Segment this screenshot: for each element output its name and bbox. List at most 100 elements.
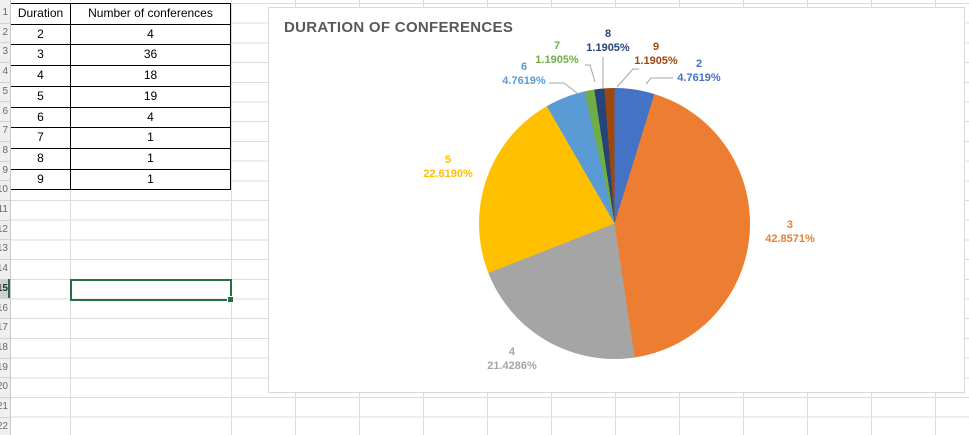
data-label[interactable]: 9 1.1905% [634,40,677,68]
row-number: 12 [0,223,8,235]
data-label-percentage: 1.1905% [634,55,678,67]
row-number: 9 [2,164,8,176]
data-label[interactable]: 3 42.8571% [765,218,815,246]
data-label-category: 6 [520,61,528,73]
row-number: 1 [2,7,8,18]
chart-title[interactable]: DURATION OF CONFERENCES [284,19,514,36]
data-label[interactable]: 7 1.1905% [535,39,578,67]
data-label[interactable]: 5 22.6190% [423,153,473,181]
row-header[interactable]: 1 [0,3,10,24]
row-number: 22 [0,420,8,432]
data-label[interactable]: 6 4.7619% [502,60,545,88]
table-row: 3 36 [10,44,231,67]
row-number: 17 [0,322,8,334]
data-label[interactable]: 2 4.7619% [677,57,720,85]
table-row: 5 19 [10,85,231,108]
row-header[interactable]: 8 [0,141,10,162]
cell[interactable]: 1 [70,147,231,170]
row-header[interactable]: 7 [0,121,10,142]
row-header[interactable]: 5 [0,82,10,103]
row-number: 8 [2,144,8,156]
cell[interactable]: 5 [10,85,71,108]
table-row: 4 18 [10,65,231,87]
row-number: 10 [0,184,8,196]
row-header[interactable]: 20 [0,377,10,398]
row-number: 13 [0,243,8,255]
row-header[interactable]: 13 [0,239,10,261]
cell[interactable]: 6 [10,106,71,129]
row-number: 21 [0,401,8,412]
row-header[interactable]: 16 [0,299,10,320]
column-header[interactable]: Duration [10,3,71,25]
chart-area[interactable]: DURATION OF CONFERENCES 2 4.7619% 3 42.8571… [268,7,965,393]
data-label-percentage: 1.1905% [535,54,579,66]
cell[interactable]: 3 [10,44,71,67]
data-label-category: 4 [508,346,516,358]
row-header[interactable]: 6 [0,102,10,123]
row-header[interactable]: 15 [0,278,10,300]
column-header[interactable]: Number of conferences [70,3,231,25]
row-header[interactable]: 14 [0,259,10,280]
row-number: 2 [2,26,8,38]
cell[interactable]: 8 [10,147,71,170]
row-header[interactable]: 2 [0,23,10,44]
row-header[interactable]: 12 [0,220,10,241]
row-header[interactable]: 17 [0,318,10,339]
data-label[interactable]: 4 21.4286% [487,345,537,373]
cell[interactable]: 4 [70,106,231,129]
row-header[interactable]: 19 [0,358,10,379]
data-label-percentage: 4.7619% [502,75,546,87]
row-number: 7 [2,125,8,137]
selected-row-indicator [8,278,10,299]
row-header[interactable]: 21 [0,397,10,418]
cell[interactable]: 18 [70,65,231,87]
row-header[interactable]: 4 [0,62,10,83]
row-header[interactable]: 9 [0,161,10,182]
row-number: 5 [2,85,8,97]
fill-handle[interactable] [227,296,234,303]
cell[interactable]: 4 [10,65,71,87]
row-number: 6 [2,105,8,117]
cell[interactable]: 36 [70,44,231,67]
active-cell-selection[interactable] [70,279,234,303]
row-number: 16 [0,302,8,314]
conference-table-body: 2 4 3 36 4 18 5 19 6 4 7 1 8 1 9 1 [10,23,231,191]
row-header-strip[interactable]: 12345678910111213141516171819202122 [0,0,11,435]
data-label-percentage: 4.7619% [677,72,721,84]
row-header[interactable]: 22 [0,417,10,435]
row-number: 11 [0,204,8,215]
data-label-category: 9 [652,41,660,53]
cell[interactable]: 7 [10,127,71,149]
conference-table: Duration Number of conferences 2 4 3 36 4 18 5 1… [10,3,231,191]
cell[interactable]: 1 [70,127,231,149]
row-header[interactable]: 18 [0,338,10,359]
conference-table-head: Duration Number of conferences [10,3,231,25]
row-number: 20 [0,381,8,393]
cell[interactable]: 9 [10,168,71,191]
row-number: 4 [2,66,8,78]
row-number: 3 [2,46,8,58]
data-label-category: 2 [695,58,703,70]
cell[interactable]: 1 [70,168,231,191]
row-header[interactable]: 10 [0,180,10,201]
row-number: 14 [0,263,8,275]
data-label-category: 3 [786,219,794,231]
data-label-percentage: 22.6190% [423,168,473,180]
row-number: 15 [0,282,8,294]
cell[interactable]: 19 [70,85,231,108]
cell[interactable]: 4 [70,23,231,46]
row-number: 19 [0,361,8,373]
leader-line-2 [645,77,673,85]
data-label-percentage: 21.4286% [487,360,537,372]
row-header[interactable]: 3 [0,42,10,64]
data-label[interactable]: 8 1.1905% [586,27,629,55]
row-header[interactable]: 11 [0,200,10,221]
cell[interactable]: 2 [10,23,71,46]
data-label-category: 8 [604,28,612,40]
pie[interactable] [479,88,750,359]
